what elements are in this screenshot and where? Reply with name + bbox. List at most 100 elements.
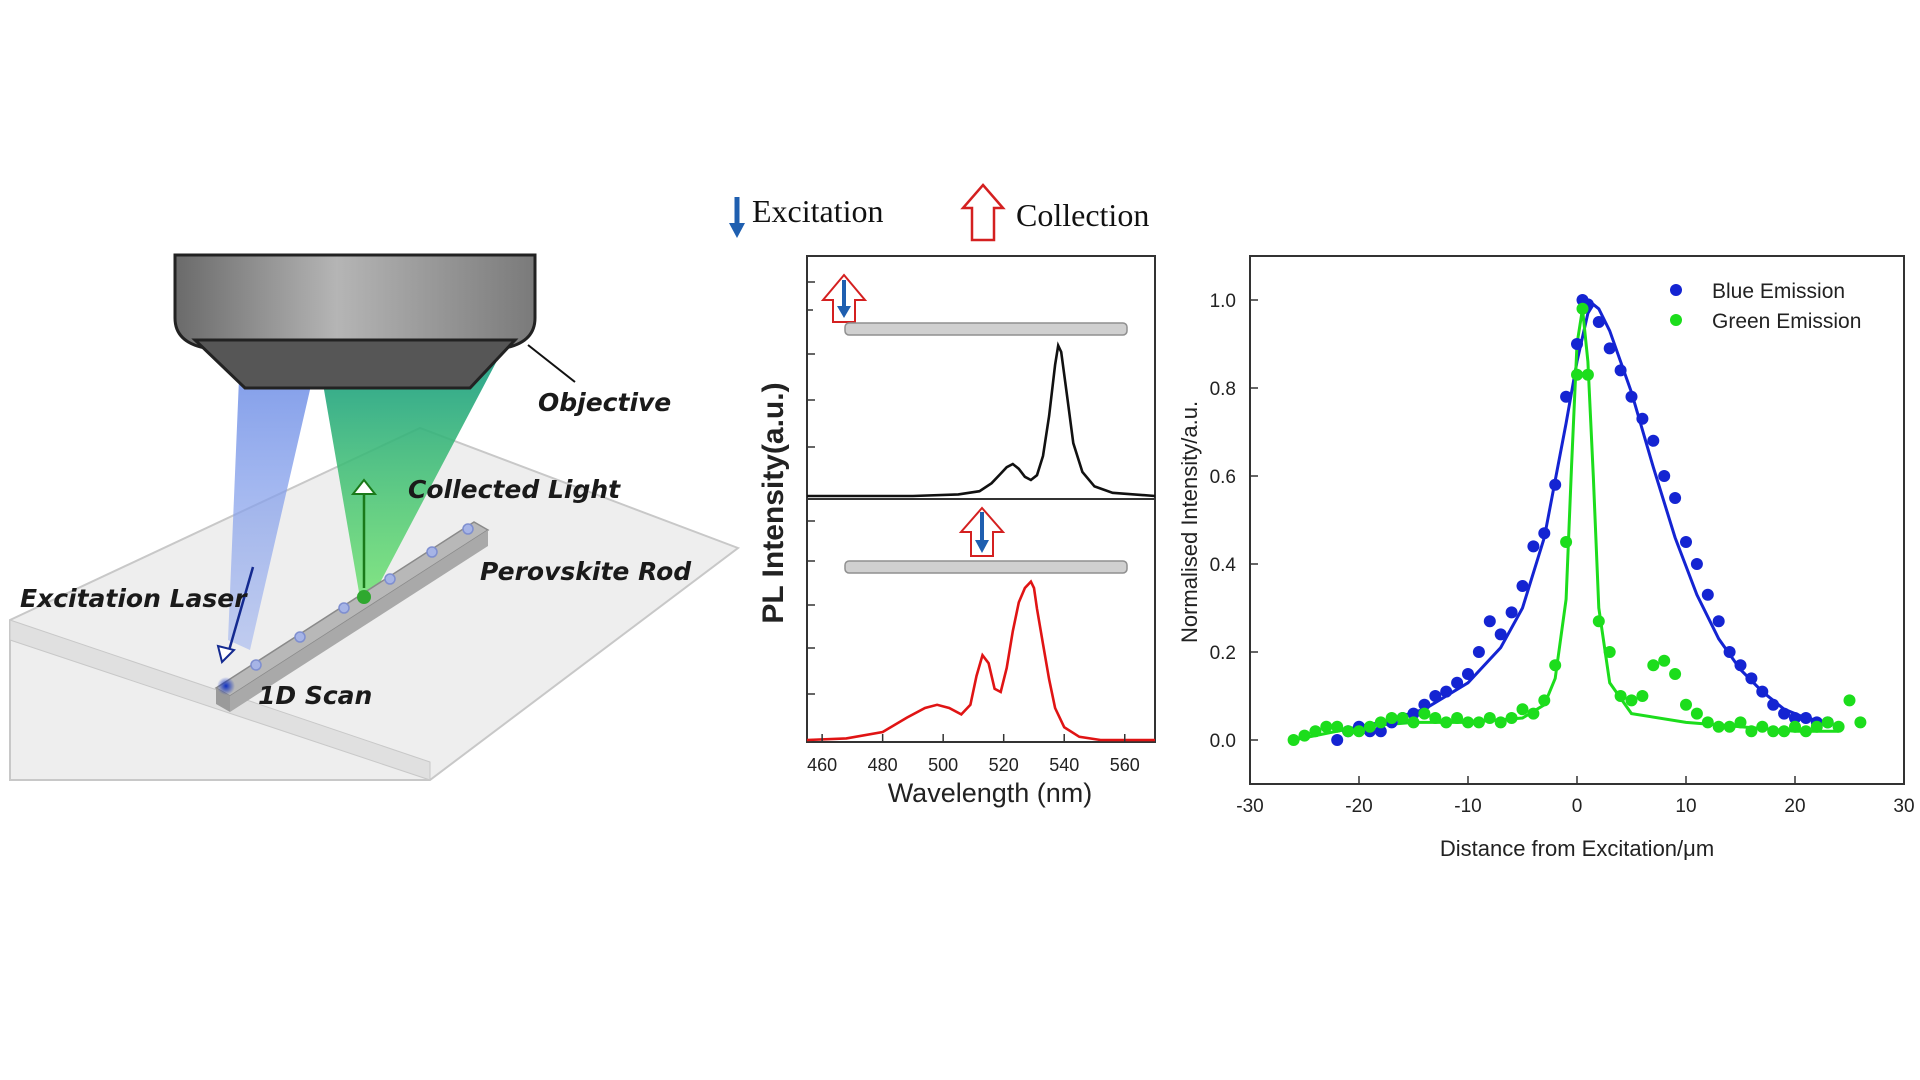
blue-emission-point xyxy=(1494,628,1507,641)
distance-ytick-label: 1.0 xyxy=(1210,291,1236,312)
green-emission-point xyxy=(1789,720,1801,733)
objective-pointer xyxy=(527,344,576,383)
green-emission-point xyxy=(1527,707,1540,720)
green-emission-point xyxy=(1505,712,1518,724)
spectrum-line-bottom xyxy=(806,579,1155,742)
objective-body xyxy=(173,253,537,350)
blue-emission-point xyxy=(1516,580,1529,592)
green-emission-point xyxy=(1320,720,1333,733)
blue-emission-point xyxy=(1407,707,1420,720)
collection-legend-label: Collection xyxy=(1016,197,1149,233)
excitation-legend-label: Excitation xyxy=(752,193,884,229)
green-emission-point xyxy=(1592,615,1605,628)
perovskite-rod-label: Perovskite Rod xyxy=(480,557,692,586)
blue-emission-point xyxy=(1669,492,1682,504)
blue-emission-point xyxy=(1429,690,1442,702)
green-emission-point xyxy=(1571,368,1583,381)
green-emission-point xyxy=(1680,698,1692,711)
spectrum-xlabel: Wavelength (nm) xyxy=(888,778,1093,808)
blue-emission-point xyxy=(1680,536,1692,548)
spectrum-ylabel: PL Intensity(a.u.) xyxy=(757,382,790,623)
blue-emission-point xyxy=(1799,712,1812,724)
blue-emission-point xyxy=(1576,294,1589,306)
spectrum-yticks xyxy=(807,281,815,695)
distance-ticks: -30 -20 -10 0 10 20 30 0.0 0.2 0.4 0.6 0.8 1.0 xyxy=(1210,291,1915,817)
green-emission-point xyxy=(1821,716,1834,729)
distance-xtick-label: -20 xyxy=(1345,796,1372,817)
blue-emission-point xyxy=(1472,646,1485,658)
green-emission-point xyxy=(1576,302,1589,315)
panel-bottom-excitation-head xyxy=(975,540,989,553)
blue-emission-point xyxy=(1560,390,1573,403)
scan-label: 1D Scan xyxy=(258,681,372,710)
blue-emission-point xyxy=(1767,698,1780,711)
distance-ytick-label: 0.8 xyxy=(1210,379,1236,400)
green-emission-point xyxy=(1690,707,1703,720)
schematic: Objective Collected Light Perovskite Rod… xyxy=(9,253,741,781)
green-emission-point xyxy=(1440,716,1453,729)
collected-light-label: Collected Light xyxy=(408,475,621,504)
green-emission-point xyxy=(1603,646,1616,658)
scan-points xyxy=(250,523,474,671)
blue-emission-point xyxy=(1690,558,1703,570)
spectrum-line-top xyxy=(807,341,1156,498)
collected-arrow-head xyxy=(350,478,378,495)
blue-emission-point xyxy=(1483,615,1496,628)
collection-legend-arrow xyxy=(960,183,1006,242)
distance-xtick-label: 20 xyxy=(1784,796,1805,817)
green-emission-point xyxy=(1353,725,1365,738)
distance-xtick-label: -30 xyxy=(1236,796,1263,817)
green-emission-point xyxy=(1669,668,1682,680)
green-emission-point xyxy=(1756,720,1769,733)
objective-label: Objective xyxy=(538,388,671,417)
green-emission-point xyxy=(1701,716,1714,729)
excitation-arrow xyxy=(226,566,255,655)
green-emission-point xyxy=(1309,725,1322,738)
green-emission-point xyxy=(1516,703,1529,716)
green-emission-point xyxy=(1451,712,1464,724)
green-emission-point xyxy=(1832,720,1845,733)
distance-ytick-label: 0.6 xyxy=(1210,467,1236,488)
distance-xtick-label: -10 xyxy=(1454,796,1481,817)
green-emission-point xyxy=(1625,694,1638,707)
green-emission-point xyxy=(1429,712,1442,724)
distance-xlabel: Distance from Excitation/μm xyxy=(1440,836,1714,861)
blue-emission-point xyxy=(1789,712,1801,724)
green-emission-point xyxy=(1472,716,1485,729)
green-emission-point xyxy=(1734,716,1747,729)
green-emission-point xyxy=(1363,720,1376,733)
green-emission-point xyxy=(1723,720,1736,733)
distance-chart: -30 -20 -10 0 10 20 30 0.0 0.2 0.4 0.6 0.8 1.0 Blue … xyxy=(1177,255,1915,861)
blue-emission-point xyxy=(1505,606,1518,619)
spectrum-xtick-label: 540 xyxy=(1049,755,1079,775)
collection-spot xyxy=(357,590,371,604)
green-emission-point xyxy=(1385,712,1398,724)
blue-emission-point xyxy=(1778,707,1791,720)
blue-emission-point xyxy=(1734,659,1747,672)
excitation-spot xyxy=(217,677,235,695)
green-emission-point xyxy=(1745,725,1758,738)
blue-emission-point xyxy=(1440,685,1453,698)
green-emission-point xyxy=(1549,659,1562,672)
green-emission-point xyxy=(1483,712,1496,724)
blue-emission-point xyxy=(1418,698,1431,711)
blue-emission-point xyxy=(1658,470,1671,482)
distance-xtick-label: 0 xyxy=(1572,796,1583,817)
blue-emission-point xyxy=(1451,676,1464,689)
green-emission-point xyxy=(1614,690,1627,702)
green-emission-point xyxy=(1843,694,1856,707)
distance-xtick-label: 30 xyxy=(1893,796,1914,817)
distance-xtick-label: 10 xyxy=(1675,796,1696,817)
green-emission-point xyxy=(1854,716,1867,729)
spectrum-xtick-label: 480 xyxy=(868,755,898,775)
blue-emission-point xyxy=(1462,668,1474,680)
spectrum-xtick-label: 500 xyxy=(928,755,958,775)
spectrum-xtick-label: 560 xyxy=(1110,755,1140,775)
distance-legend: Blue Emission Green Emission xyxy=(1670,280,1861,333)
blue-emission-point xyxy=(1527,540,1540,553)
blue-emission-point xyxy=(1723,646,1736,658)
distance-ytick-label: 0.0 xyxy=(1210,731,1236,752)
green-emission-point xyxy=(1767,725,1780,738)
green-emission-point xyxy=(1560,536,1573,548)
